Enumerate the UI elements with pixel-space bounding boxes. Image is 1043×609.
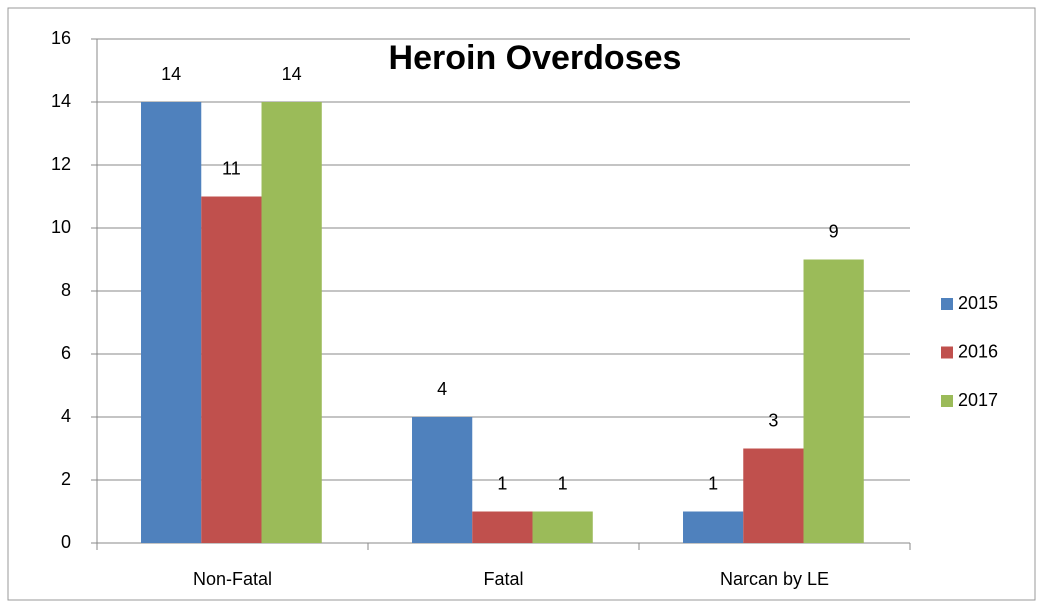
- bar: [472, 511, 533, 543]
- data-label: 4: [437, 379, 447, 399]
- legend-swatch: [941, 395, 953, 407]
- y-tick-label: 12: [51, 154, 71, 174]
- data-label: 9: [829, 221, 839, 241]
- bar: [201, 196, 262, 543]
- data-label: 14: [161, 64, 181, 84]
- data-label: 3: [768, 410, 778, 430]
- bar: [412, 417, 473, 543]
- y-tick-label: 6: [61, 343, 71, 363]
- y-tick-label: 4: [61, 406, 71, 426]
- x-tick-label: Non-Fatal: [193, 569, 272, 589]
- data-label: 1: [558, 473, 568, 493]
- y-tick-label: 10: [51, 217, 71, 237]
- y-tick-label: 2: [61, 469, 71, 489]
- legend-label: 2017: [958, 390, 998, 410]
- x-tick-label: Fatal: [483, 569, 523, 589]
- data-label: 14: [282, 64, 302, 84]
- chart-title: Heroin Overdoses: [389, 39, 682, 77]
- y-tick-label: 14: [51, 91, 71, 111]
- y-tick-label: 16: [51, 28, 71, 48]
- legend-swatch: [941, 298, 953, 310]
- y-tick-label: 8: [61, 280, 71, 300]
- legend-label: 2015: [958, 293, 998, 313]
- bar: [141, 102, 202, 543]
- legend-label: 2016: [958, 341, 998, 361]
- data-label: 1: [497, 473, 507, 493]
- bar: [683, 511, 744, 543]
- legend-swatch: [941, 346, 953, 359]
- bar: [743, 448, 804, 543]
- bar: [803, 259, 864, 543]
- x-tick-label: Narcan by LE: [720, 569, 829, 589]
- bar: [261, 102, 322, 543]
- data-label: 1: [708, 473, 718, 493]
- y-tick-label: 0: [61, 532, 71, 552]
- bar: [532, 511, 593, 543]
- data-label: 11: [222, 158, 241, 178]
